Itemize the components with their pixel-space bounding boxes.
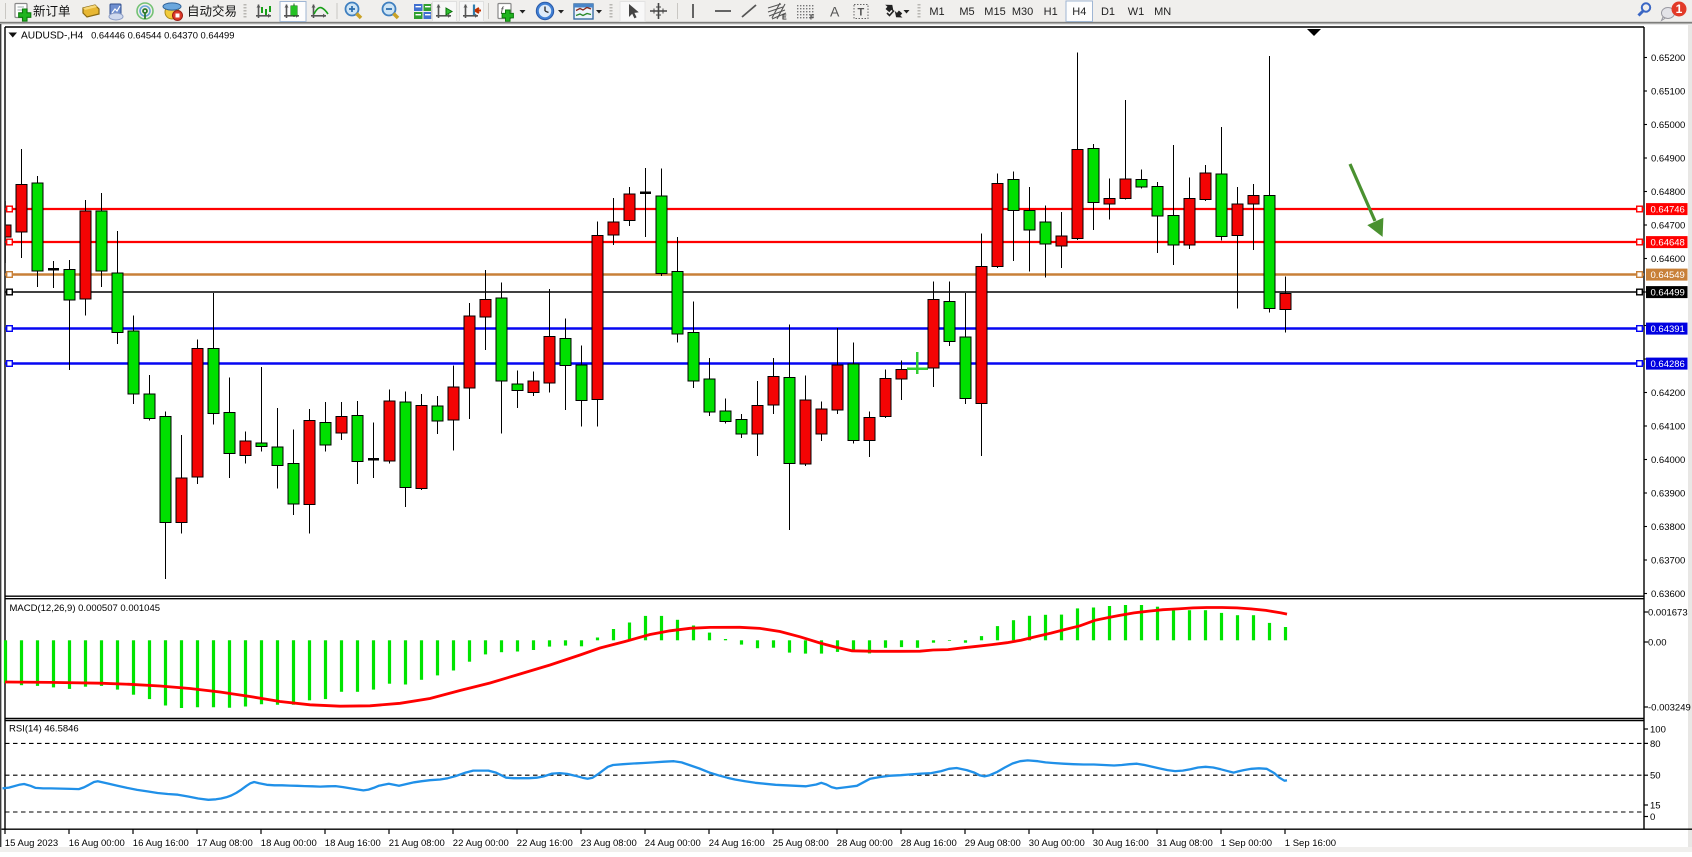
svg-text:1: 1 xyxy=(1676,2,1683,16)
svg-text:D1: D1 xyxy=(1101,6,1115,18)
svg-text:17 Aug 08:00: 17 Aug 08:00 xyxy=(197,838,253,849)
svg-text:100: 100 xyxy=(1650,724,1666,735)
svg-text:0.64900: 0.64900 xyxy=(1651,153,1685,164)
svg-text:0.00: 0.00 xyxy=(1648,637,1667,648)
svg-text:28 Aug 00:00: 28 Aug 00:00 xyxy=(837,838,893,849)
svg-text:16 Aug 16:00: 16 Aug 16:00 xyxy=(133,838,189,849)
svg-text:0.64286: 0.64286 xyxy=(1651,359,1685,370)
svg-text:22 Aug 00:00: 22 Aug 00:00 xyxy=(453,838,509,849)
svg-text:0.63600: 0.63600 xyxy=(1651,589,1685,600)
svg-text:22 Aug 16:00: 22 Aug 16:00 xyxy=(517,838,573,849)
svg-text:f: f xyxy=(501,6,505,17)
svg-text:H4: H4 xyxy=(1072,6,1086,18)
svg-text:15: 15 xyxy=(1650,800,1661,811)
svg-text:0.64648: 0.64648 xyxy=(1651,238,1685,249)
svg-text:M5: M5 xyxy=(959,6,974,18)
svg-text:新订单: 新订单 xyxy=(33,4,71,19)
svg-text:A: A xyxy=(830,4,840,20)
svg-text:0.64499: 0.64499 xyxy=(1651,288,1685,299)
svg-text:0.63700: 0.63700 xyxy=(1651,555,1685,566)
svg-text:0.64700: 0.64700 xyxy=(1651,220,1685,231)
svg-text:H1: H1 xyxy=(1044,6,1058,18)
svg-text:0.64800: 0.64800 xyxy=(1651,187,1685,198)
svg-text:F: F xyxy=(810,15,815,22)
svg-text:31 Aug 08:00: 31 Aug 08:00 xyxy=(1157,838,1213,849)
svg-text:24 Aug 16:00: 24 Aug 16:00 xyxy=(709,838,765,849)
svg-text:28 Aug 16:00: 28 Aug 16:00 xyxy=(901,838,957,849)
svg-text:18 Aug 00:00: 18 Aug 00:00 xyxy=(261,838,317,849)
svg-text:0.64391: 0.64391 xyxy=(1651,324,1685,335)
svg-text:0.001673: 0.001673 xyxy=(1648,607,1688,618)
svg-text:MACD(12,26,9) 0.000507 0.00104: MACD(12,26,9) 0.000507 0.001045 xyxy=(10,603,161,614)
svg-text:0.65100: 0.65100 xyxy=(1651,86,1685,97)
svg-text:T: T xyxy=(858,7,865,19)
svg-text:AUDUSD-,H4 0.64446 0.64544 0: AUDUSD-,H4 0.64446 0.64544 0.64370 0.644… xyxy=(21,30,234,42)
svg-text:自动交易: 自动交易 xyxy=(187,4,237,19)
svg-text:24 Aug 00:00: 24 Aug 00:00 xyxy=(645,838,701,849)
svg-text:W1: W1 xyxy=(1128,6,1145,18)
svg-text:0.64600: 0.64600 xyxy=(1651,254,1685,265)
svg-text:15 Aug 2023: 15 Aug 2023 xyxy=(5,838,58,849)
svg-text:0.64549: 0.64549 xyxy=(1651,270,1685,281)
svg-text:0.65000: 0.65000 xyxy=(1651,120,1685,131)
svg-text:21 Aug 08:00: 21 Aug 08:00 xyxy=(389,838,445,849)
svg-text:E: E xyxy=(782,15,787,22)
svg-text:30 Aug 00:00: 30 Aug 00:00 xyxy=(1029,838,1085,849)
svg-text:0.64000: 0.64000 xyxy=(1651,455,1685,466)
svg-text:0.63900: 0.63900 xyxy=(1651,488,1685,499)
svg-text:16 Aug 00:00: 16 Aug 00:00 xyxy=(69,838,125,849)
svg-text:M1: M1 xyxy=(929,6,944,18)
svg-text:30 Aug 16:00: 30 Aug 16:00 xyxy=(1093,838,1149,849)
svg-text:80: 80 xyxy=(1650,739,1661,750)
svg-text:23 Aug 08:00: 23 Aug 08:00 xyxy=(581,838,637,849)
svg-text:0.63800: 0.63800 xyxy=(1651,522,1685,533)
svg-text:M15: M15 xyxy=(984,6,1005,18)
svg-text:25 Aug 08:00: 25 Aug 08:00 xyxy=(773,838,829,849)
svg-text:1 Sep 16:00: 1 Sep 16:00 xyxy=(1285,838,1336,849)
svg-text:50: 50 xyxy=(1650,771,1661,782)
svg-text:0.64200: 0.64200 xyxy=(1651,388,1685,399)
svg-text:18 Aug 16:00: 18 Aug 16:00 xyxy=(325,838,381,849)
svg-text:0.64100: 0.64100 xyxy=(1651,421,1685,432)
svg-text:RSI(14) 46.5846: RSI(14) 46.5846 xyxy=(9,724,79,735)
svg-text:-0.003249: -0.003249 xyxy=(1648,702,1691,713)
svg-text:M30: M30 xyxy=(1012,6,1033,18)
svg-text:MN: MN xyxy=(1154,6,1171,18)
svg-text:0: 0 xyxy=(1650,812,1655,823)
svg-text:0.64746: 0.64746 xyxy=(1651,205,1685,216)
svg-text:0.65200: 0.65200 xyxy=(1651,53,1685,64)
svg-text:29 Aug 08:00: 29 Aug 08:00 xyxy=(965,838,1021,849)
svg-text:1 Sep 00:00: 1 Sep 00:00 xyxy=(1221,838,1272,849)
